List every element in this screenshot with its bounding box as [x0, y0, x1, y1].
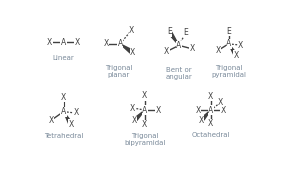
Text: Linear: Linear: [53, 55, 74, 61]
Polygon shape: [201, 110, 211, 120]
Text: X: X: [208, 119, 213, 128]
Text: A: A: [118, 39, 123, 48]
Text: X: X: [104, 39, 109, 48]
Text: X: X: [68, 120, 74, 129]
Text: A: A: [142, 106, 148, 115]
Text: X: X: [47, 38, 52, 47]
Text: Trigonal
pyramidal: Trigonal pyramidal: [211, 65, 246, 78]
Text: X: X: [233, 51, 239, 60]
Text: X: X: [61, 93, 66, 102]
Text: E: E: [226, 27, 231, 36]
Text: X: X: [199, 116, 204, 125]
Polygon shape: [169, 32, 179, 45]
Polygon shape: [228, 44, 236, 54]
Text: X: X: [130, 104, 135, 113]
Text: X: X: [129, 26, 134, 35]
Text: X: X: [221, 106, 226, 115]
Polygon shape: [63, 112, 72, 124]
Polygon shape: [120, 44, 132, 53]
Text: A: A: [226, 39, 231, 48]
Text: X: X: [132, 116, 137, 125]
Text: Octahedral: Octahedral: [191, 132, 230, 138]
Text: E: E: [184, 28, 188, 37]
Polygon shape: [134, 110, 145, 120]
Text: X: X: [73, 108, 79, 117]
Text: X: X: [164, 47, 169, 56]
Text: X: X: [48, 116, 54, 125]
Text: X: X: [208, 92, 213, 101]
Text: X: X: [189, 44, 195, 53]
Text: A: A: [61, 107, 66, 116]
Text: Trigonal
bipyramidal: Trigonal bipyramidal: [124, 133, 166, 146]
Text: X: X: [142, 120, 148, 129]
Text: X: X: [142, 91, 148, 100]
Text: A: A: [61, 38, 66, 47]
Text: X: X: [155, 106, 161, 115]
Text: Trigonal
planar: Trigonal planar: [105, 65, 132, 78]
Text: X: X: [75, 38, 80, 47]
Text: A: A: [176, 41, 182, 50]
Text: X: X: [130, 48, 135, 57]
Text: X: X: [196, 106, 201, 115]
Text: Tetrahedral: Tetrahedral: [44, 133, 83, 139]
Text: X: X: [238, 40, 243, 49]
Text: Bent or
angular: Bent or angular: [166, 67, 192, 80]
Text: A: A: [208, 106, 213, 115]
Text: E: E: [167, 27, 172, 36]
Text: X: X: [216, 46, 221, 55]
Text: X: X: [218, 98, 223, 107]
